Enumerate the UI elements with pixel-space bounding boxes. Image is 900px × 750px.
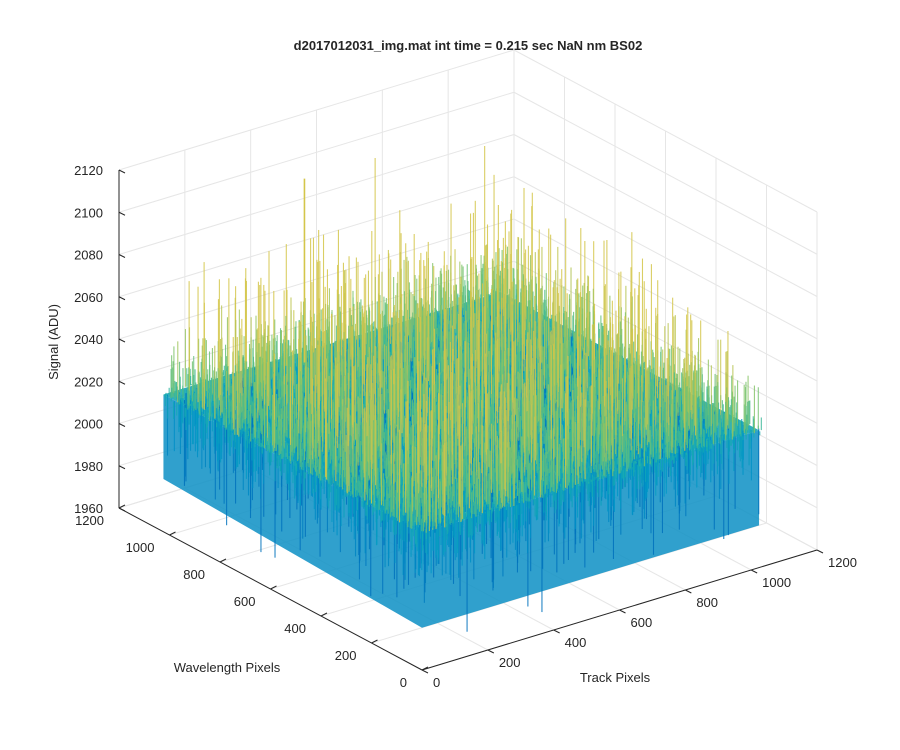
grid-line [118, 134, 515, 255]
surface-plot [163, 146, 762, 632]
grid-line [513, 176, 818, 340]
grid-line [513, 134, 818, 297]
grid-line [513, 91, 818, 255]
grid-line [513, 218, 818, 382]
grid-line [118, 91, 515, 213]
grid-line [513, 49, 818, 213]
grid-line [118, 49, 515, 171]
surface-skirt [163, 394, 760, 628]
grid-line [118, 176, 515, 298]
